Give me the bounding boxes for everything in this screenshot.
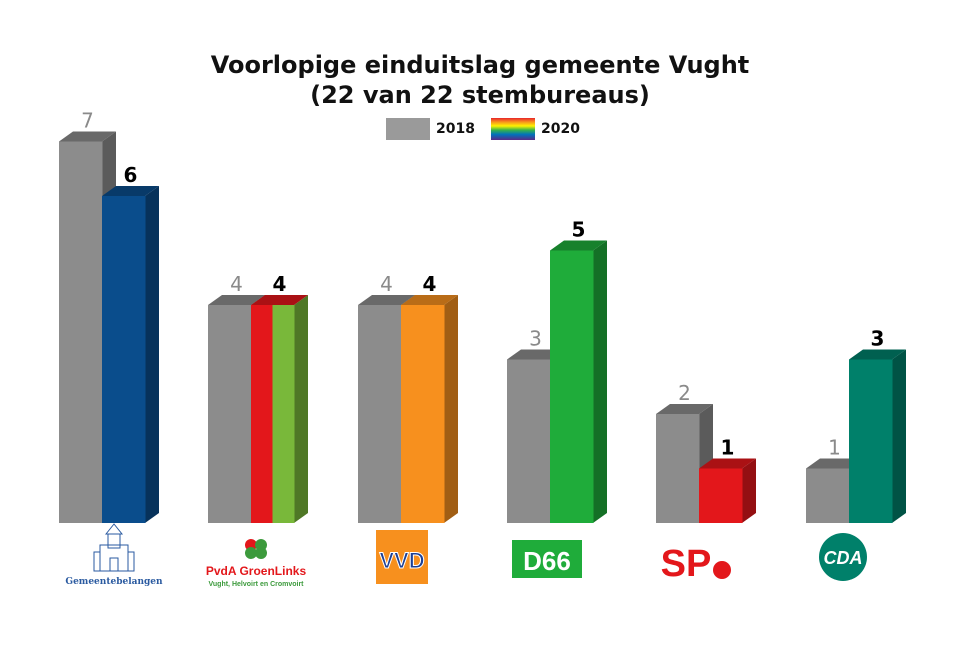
bar-2020-3 bbox=[550, 240, 607, 523]
logo-pvda-groenlinks-subtext: Vught, Helvoirt en Cromvoirt bbox=[208, 581, 304, 588]
bar-2020-4 bbox=[699, 458, 756, 523]
logo-vvd-text: VVD bbox=[379, 548, 424, 573]
value-label-2020-3: 5 bbox=[572, 218, 586, 242]
tomato-icon bbox=[713, 561, 731, 579]
legend-label-2020: 2020 bbox=[540, 121, 580, 137]
chart-title: Voorlopige einduitslag gemeente Vught bbox=[210, 51, 750, 79]
legend: 2018 2020 bbox=[386, 117, 580, 141]
clover-icon bbox=[245, 539, 267, 559]
value-label-2018-2: 4 bbox=[380, 272, 393, 296]
logo-cda-text: CDA bbox=[824, 548, 863, 568]
d66-logo bbox=[512, 540, 582, 578]
bar-2020-0 bbox=[102, 186, 159, 523]
logo-d66-text: D66 bbox=[523, 546, 571, 576]
value-label-2020-5: 3 bbox=[871, 327, 885, 351]
legend-label-2018: 2018 bbox=[436, 121, 475, 137]
bar-2020-5 bbox=[849, 349, 906, 523]
value-label-2020-2: 4 bbox=[423, 272, 437, 296]
value-label-2020-4: 1 bbox=[721, 436, 735, 460]
cda-logo bbox=[819, 533, 867, 581]
bar-2020-1 bbox=[251, 295, 308, 523]
logo-sp-text: SP bbox=[661, 543, 712, 585]
value-label-2018-3: 3 bbox=[529, 327, 542, 351]
value-label-2018-5: 1 bbox=[828, 436, 841, 460]
chart-subtitle: (22 van 22 stembureaus) bbox=[310, 81, 650, 109]
value-label-2020-0: 6 bbox=[124, 163, 138, 187]
legend-swatch-2018 bbox=[386, 118, 430, 140]
castle-icon bbox=[93, 523, 135, 572]
bar-2020-2 bbox=[401, 295, 458, 523]
logo-pvda-groenlinks-text: PvdA GroenLinks bbox=[206, 564, 307, 578]
value-label-2018-1: 4 bbox=[230, 272, 243, 296]
value-label-2018-0: 7 bbox=[81, 109, 94, 133]
logo-gemeentebelangen-text: Gemeentebelangen bbox=[65, 577, 163, 587]
vvd-logo bbox=[376, 530, 428, 584]
value-label-2018-4: 2 bbox=[678, 381, 691, 405]
legend-swatch-2020 bbox=[490, 118, 535, 140]
value-label-2020-1: 4 bbox=[273, 272, 287, 296]
